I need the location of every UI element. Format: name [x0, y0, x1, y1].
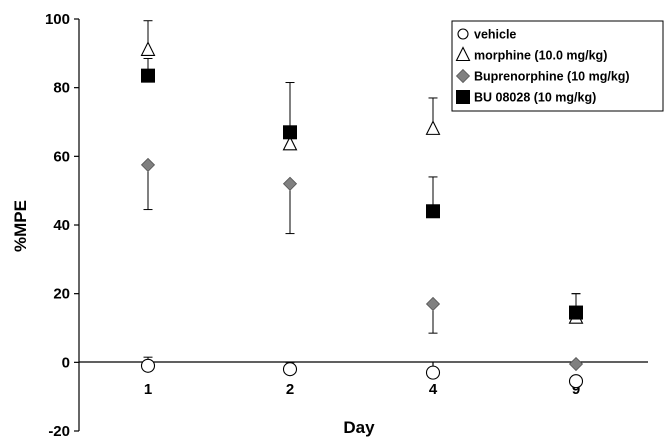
data-point — [141, 68, 155, 83]
data-point — [425, 296, 441, 312]
x-tick-label: 4 — [429, 381, 438, 398]
data-point — [425, 365, 441, 380]
data-point — [140, 358, 156, 373]
legend-box — [451, 20, 664, 112]
legend-marker — [457, 28, 469, 40]
series-square — [141, 57, 583, 320]
legend-label: BU 08028 (10 mg/kg) — [474, 91, 596, 105]
legend-label: vehicle — [474, 28, 516, 42]
y-tick-label: -20 — [48, 423, 70, 440]
y-tick-label: 80 — [53, 80, 70, 97]
y-tick-label: 100 — [45, 11, 70, 28]
series-circle — [140, 356, 584, 389]
data-point — [568, 356, 584, 372]
data-point — [282, 176, 298, 191]
y-tick-label: 40 — [53, 217, 70, 234]
legend-label: Buprenorphine (10 mg/kg) — [474, 70, 630, 84]
series-layer — [140, 20, 584, 389]
x-axis-title: Day — [343, 418, 375, 437]
data-point — [140, 157, 156, 172]
x-tick-label: 1 — [144, 381, 152, 398]
legend-marker — [455, 68, 471, 84]
x-tick-label: 9 — [572, 381, 580, 398]
y-tick-label: 0 — [62, 354, 70, 371]
data-point — [425, 120, 441, 135]
data-point — [282, 362, 298, 377]
legend: vehicle morphine (10.0 mg/kg) Buprenorphin… — [451, 20, 664, 112]
y-axis-title: %MPE — [11, 200, 30, 252]
legend-marker — [455, 46, 471, 62]
series-diamond — [140, 157, 584, 372]
data-point — [283, 125, 297, 140]
data-point — [426, 204, 440, 219]
legend-marker — [456, 90, 470, 104]
data-point — [569, 305, 583, 320]
data-point — [140, 41, 156, 56]
data-point — [282, 135, 298, 151]
y-tick-label: 60 — [53, 148, 70, 165]
y-tick-label: 20 — [53, 286, 70, 303]
x-tick-label: 2 — [286, 381, 294, 398]
data-point — [568, 374, 584, 389]
legend-label: morphine (10.0 mg/kg) — [474, 49, 607, 63]
